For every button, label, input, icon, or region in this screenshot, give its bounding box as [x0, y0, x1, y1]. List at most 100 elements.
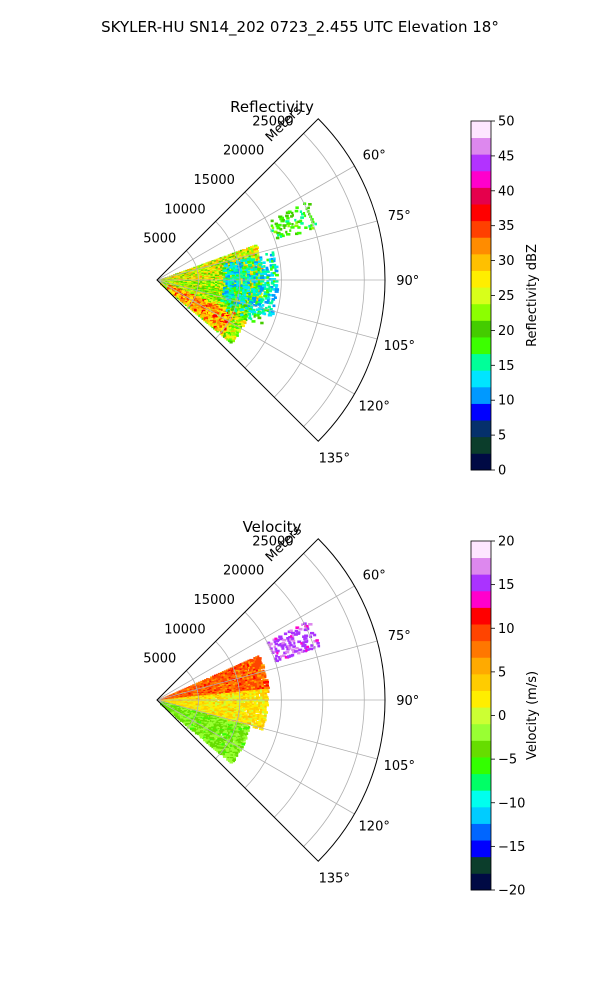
echo-pixel: [240, 695, 244, 699]
echo-pixel: [253, 281, 256, 285]
echo-pixel: [248, 675, 252, 679]
echo-pixel: [234, 674, 237, 678]
echo-pixel: [189, 304, 194, 307]
echo-pixel: [258, 672, 263, 676]
colorbar-tick-label: 50: [498, 115, 515, 130]
echo-pixel: [238, 259, 242, 263]
echo-pixel: [228, 303, 232, 306]
echo-pixel: [251, 288, 255, 291]
echo-pixel: [232, 696, 237, 699]
echo-pixel: [244, 678, 248, 681]
echo-pixel: [260, 278, 265, 281]
echo-pixel: [228, 323, 233, 326]
echo-pixel: [263, 681, 266, 684]
echo-pixel: [219, 325, 223, 328]
echo-pixel: [243, 661, 246, 665]
echo-pixel: [217, 308, 220, 311]
echo-pixel: [234, 668, 239, 672]
echo-pixel: [185, 302, 190, 305]
colorbar-segment: [471, 337, 491, 355]
echo-pixel: [252, 263, 256, 266]
echo-pixel: [311, 226, 315, 230]
echo-pixel: [276, 231, 281, 235]
echo-pixel: [253, 269, 257, 273]
echo-pixel: [235, 267, 238, 271]
echo-pixel: [256, 665, 260, 669]
echo-pixel: [271, 251, 275, 254]
echo-pixel: [166, 287, 170, 291]
echo-pixel: [272, 280, 277, 283]
echo-pixel: [279, 233, 284, 236]
echo-pixel: [253, 283, 257, 286]
echo-pixel: [266, 283, 270, 287]
echo-pixel: [229, 340, 233, 344]
echo-pixel: [260, 280, 265, 283]
echo-pixel: [283, 226, 286, 229]
echo-pixel: [310, 224, 313, 227]
echo-pixel: [224, 307, 229, 310]
echo-pixel: [266, 258, 270, 262]
echo-pixel: [246, 256, 251, 259]
echo-pixel: [239, 295, 243, 299]
colorbar-tick-label: 40: [498, 184, 515, 199]
echo-pixel: [245, 281, 248, 285]
echo-pixel: [250, 674, 253, 678]
echo-pixel: [259, 292, 263, 296]
echo-pixel: [256, 312, 261, 315]
echo-pixel: [238, 318, 243, 321]
colorbar-segment: [471, 204, 491, 222]
echo-pixel: [252, 293, 257, 296]
echo-pixel: [240, 284, 243, 287]
echo-pixel: [264, 692, 267, 696]
echo-pixel: [244, 259, 248, 263]
echo-pixel: [251, 285, 256, 288]
echo-pixel: [253, 256, 256, 259]
echo-pixel: [256, 308, 260, 311]
echo-pixel: [252, 686, 256, 690]
echo-pixel: [256, 314, 260, 317]
echo-pixel: [245, 682, 249, 686]
echo-pixel: [268, 258, 272, 261]
echo-pixel: [253, 276, 257, 280]
echo-pixel: [267, 295, 270, 299]
echo-pixel: [229, 693, 232, 697]
echo-pixel: [236, 680, 239, 683]
radial-tick-label: 15000: [194, 173, 235, 188]
figure-suptitle: SKYLER-HU SN14_202 0723_2.455 UTC Elevat…: [101, 18, 499, 37]
colorbar-tick-label: 10: [498, 394, 515, 409]
echo-pixel: [251, 258, 256, 261]
echo-pixel: [251, 283, 254, 286]
echo-pixel: [239, 316, 243, 320]
echo-pixel: [239, 686, 244, 690]
echo-pixel: [247, 312, 252, 316]
echo-pixel: [247, 665, 251, 668]
echo-pixel: [252, 303, 255, 307]
panel-velocity: Velocity 500010000150002000025000Meters6…: [143, 518, 540, 899]
echo-pixel: [257, 287, 261, 290]
echo-pixel: [231, 270, 235, 274]
echo-pixel: [253, 271, 257, 275]
echo-pixel: [269, 293, 274, 297]
echo-pixel: [190, 306, 195, 309]
echo-pixel: [248, 248, 251, 252]
echo-pixel: [259, 276, 265, 279]
echo-pixel: [282, 224, 287, 227]
echo-pixel: [249, 681, 253, 685]
echo-pixel: [236, 667, 240, 671]
echo-pixel: [234, 254, 237, 258]
echo-pixel: [245, 671, 249, 674]
echo-pixel: [266, 270, 270, 274]
echo-pixel: [231, 692, 236, 695]
echo-pixel: [237, 267, 240, 270]
echo-pixel: [251, 308, 256, 312]
echo-pixel: [231, 331, 236, 335]
echo-pixel: [254, 304, 258, 307]
echo-pixel: [247, 284, 251, 288]
echo-pixel: [242, 269, 245, 273]
echo-pixel: [266, 274, 271, 277]
echo-pixel: [259, 660, 262, 664]
echo-pixel: [270, 257, 274, 261]
echo-pixel: [242, 286, 247, 289]
echo-pixel: [249, 693, 254, 697]
echo-pixel: [295, 232, 299, 236]
